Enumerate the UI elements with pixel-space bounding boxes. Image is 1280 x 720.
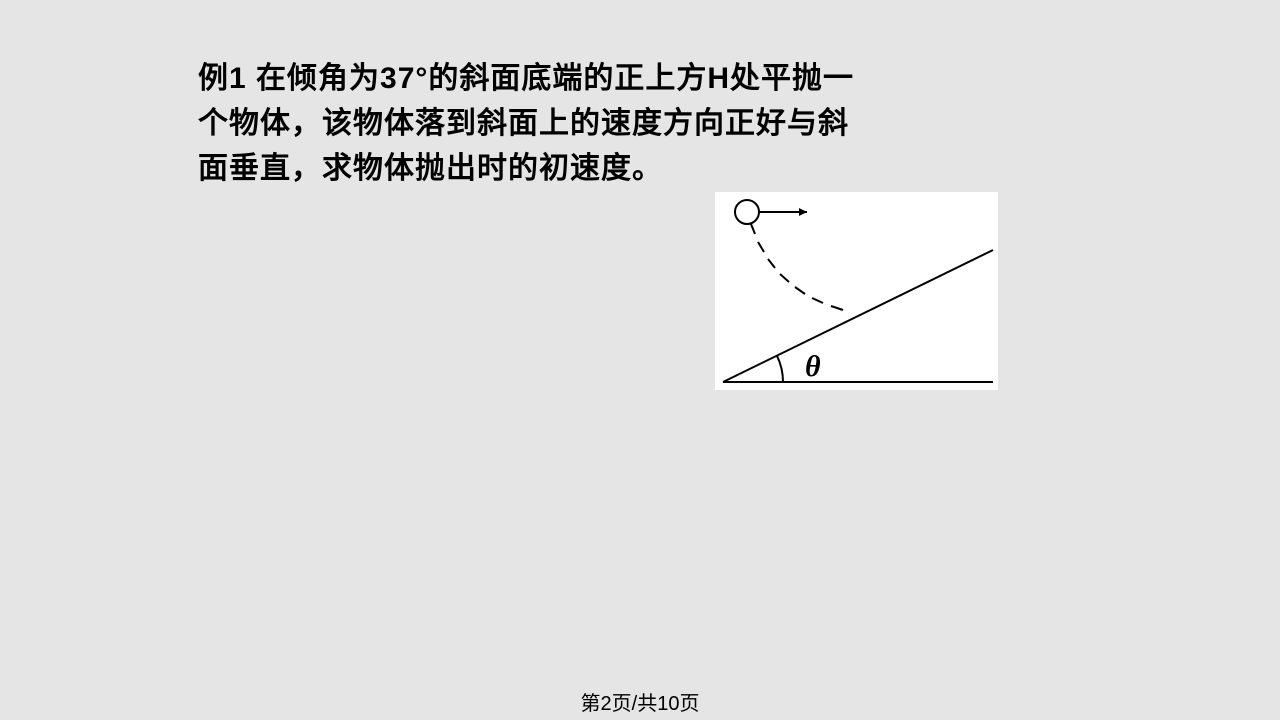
problem-content: 例1 在倾角为37°的斜面底端的正上方H处平抛一 个物体，该物体落到斜面上的速度… [198,56,1008,191]
problem-line-2: 个物体，该物体落到斜面上的速度方向正好与斜 [198,107,849,140]
page-footer: 第2页/共10页 [0,687,1280,716]
page-number: 第2页/共10页 [581,693,700,715]
problem-line-3: 面垂直，求物体抛出时的初速度。 [198,152,663,185]
problem-line-1: 例1 在倾角为37°的斜面底端的正上方H处平抛一 [198,62,854,95]
physics-diagram: θ [715,192,998,390]
diagram-svg: θ [715,192,998,390]
problem-text: 例1 在倾角为37°的斜面底端的正上方H处平抛一 个物体，该物体落到斜面上的速度… [198,56,1008,191]
svg-text:θ: θ [805,350,821,383]
